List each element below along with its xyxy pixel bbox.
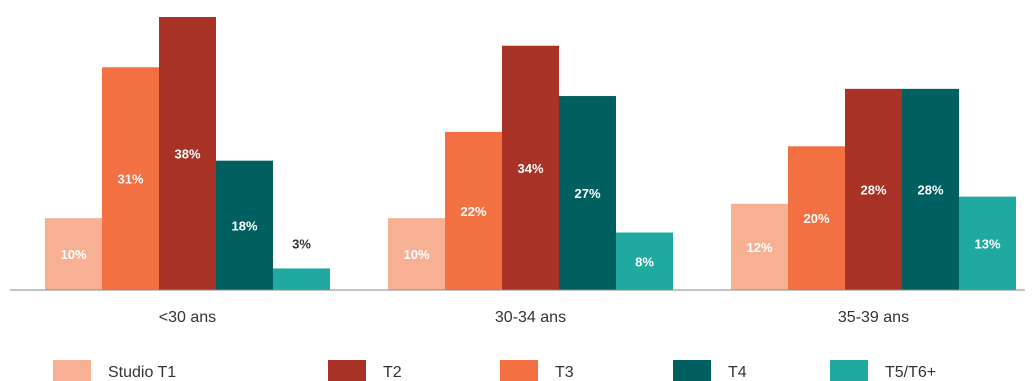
- legend-label-studio-t1: Studio T1: [108, 364, 176, 381]
- data-label-t2-35-39-ans: 28%: [860, 182, 886, 197]
- bars-group: [45, 17, 1016, 291]
- data-label-t3-30-ans: 31%: [117, 172, 143, 187]
- bar-t4-30-34-ans: [559, 96, 616, 291]
- bar-studio-t1-35-39-ans: [731, 203, 788, 290]
- legend-swatch-t5-t6: [830, 360, 868, 381]
- category-labels-group: <30 ans 30-34 ans 35-39 ans: [159, 309, 909, 326]
- legend-swatch-t3: [500, 360, 538, 381]
- bar-studio-t1-30-34-ans: [388, 218, 445, 290]
- bar-t3-35-39-ans: [788, 146, 845, 290]
- data-label-t4-30-ans: 18%: [231, 218, 257, 233]
- data-label-studio-t1-30-ans: 10%: [60, 247, 86, 262]
- data-label-t5-t6-30-34-ans: 8%: [635, 254, 654, 269]
- data-labels-group: 10% 31% 38% 18% 3% 10% 22% 34% 27% 8% 12% 20% 28% 28%…: [60, 147, 1000, 270]
- bar-t2-30-ans: [159, 17, 216, 290]
- legend-swatch-t2: [328, 360, 366, 381]
- bar-t4-35-39-ans: [902, 88, 959, 290]
- legend-swatch-t4: [673, 360, 711, 381]
- legend-label-t2: T2: [383, 364, 402, 381]
- data-label-t3-35-39-ans: 20%: [803, 211, 829, 226]
- bar-t3-30-34-ans: [445, 131, 502, 290]
- bar-t3-30-ans: [102, 67, 159, 290]
- legend-swatch-studio-t1: [53, 360, 91, 381]
- data-label-studio-t1-35-39-ans: 12%: [746, 240, 772, 255]
- bar-t4-30-ans: [216, 160, 273, 290]
- legend-label-t3: T3: [555, 364, 574, 381]
- data-label-t5-t6-35-39-ans: 13%: [974, 236, 1000, 251]
- category-label-35-39-ans: 35-39 ans: [838, 309, 909, 326]
- bar-studio-t1-30-ans: [45, 218, 102, 290]
- data-label-t5-t6-30-ans: 3%: [292, 236, 311, 251]
- legend: Studio T1 T2 T3 T4 T5/T6+: [53, 360, 936, 381]
- bar-t2-30-34-ans: [502, 45, 559, 290]
- legend-label-t5-t6: T5/T6+: [885, 364, 936, 381]
- data-label-t4-30-34-ans: 27%: [574, 186, 600, 201]
- bar-t2-35-39-ans: [845, 88, 902, 290]
- legend-label-t4: T4: [728, 364, 747, 381]
- bar-t5-t6-35-39-ans: [959, 196, 1016, 290]
- category-label-30-34-ans: 30-34 ans: [495, 309, 566, 326]
- data-label-t3-30-34-ans: 22%: [460, 204, 486, 219]
- data-label-t2-30-34-ans: 34%: [517, 161, 543, 176]
- category-label-30-ans: <30 ans: [159, 309, 216, 326]
- data-label-t4-35-39-ans: 28%: [917, 182, 943, 197]
- bar-t5-t6-30-ans: [273, 268, 330, 290]
- data-label-studio-t1-30-34-ans: 10%: [403, 247, 429, 262]
- data-label-t2-30-ans: 38%: [174, 147, 200, 162]
- bar-t5-t6-30-34-ans: [616, 232, 673, 290]
